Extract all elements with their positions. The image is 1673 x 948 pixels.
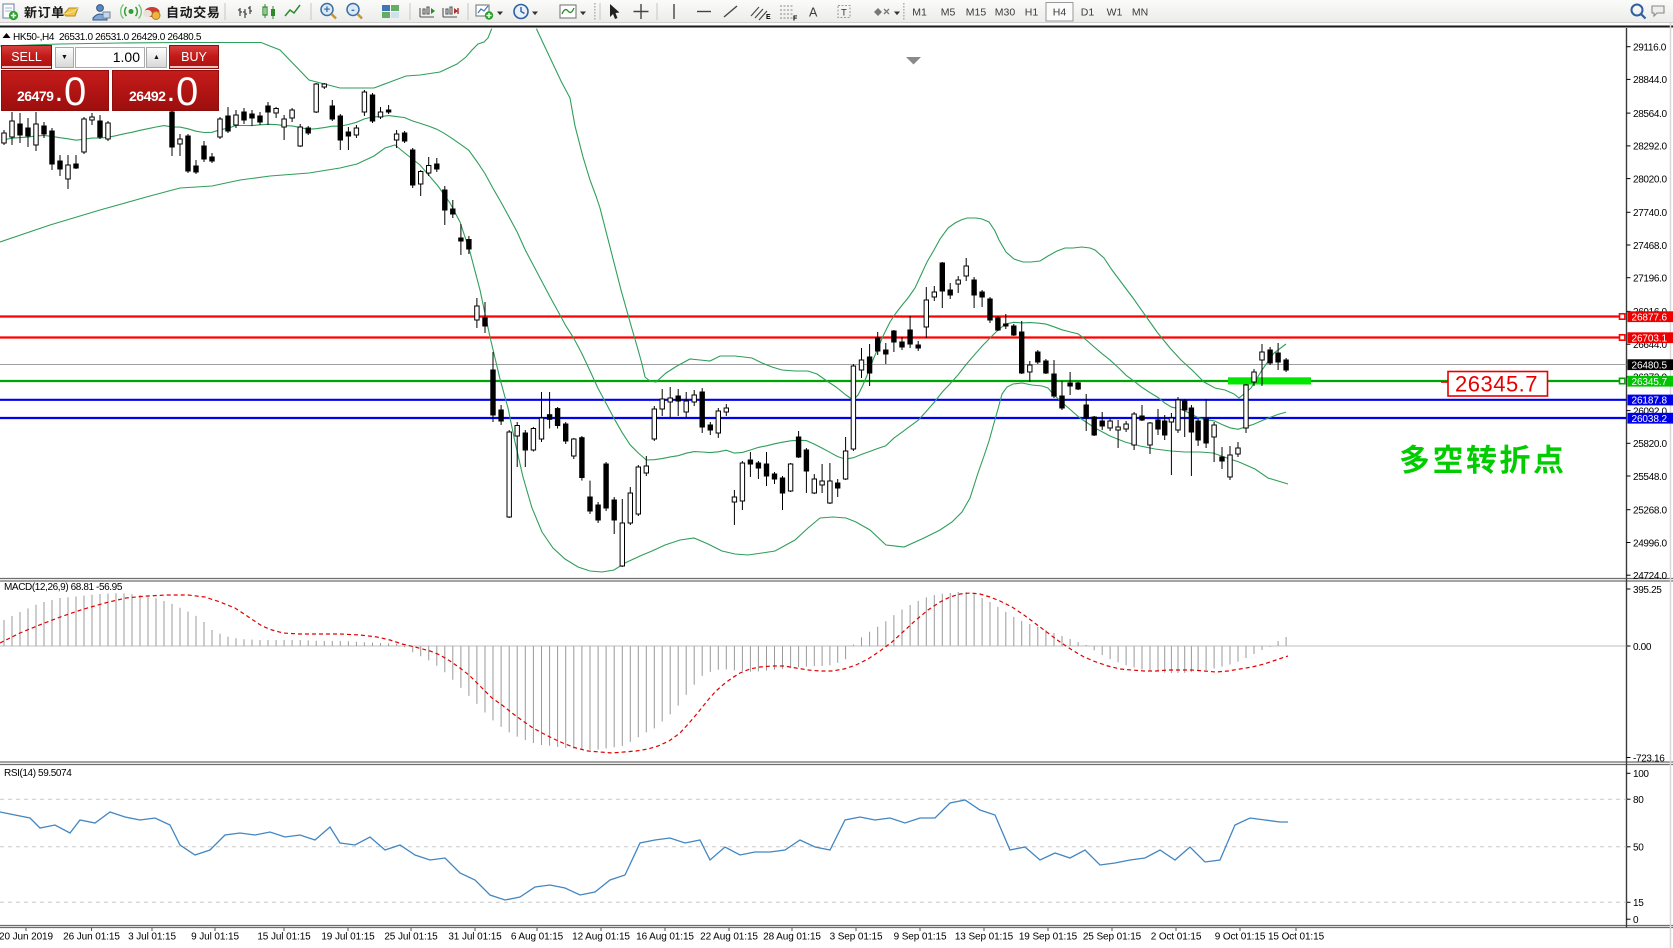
svg-text:31 Jul 01:15: 31 Jul 01:15 [448, 932, 502, 943]
svg-text:50: 50 [1633, 843, 1644, 854]
svg-text:25548.0: 25548.0 [1633, 472, 1667, 483]
svg-text:9 Oct 01:15: 9 Oct 01:15 [1215, 932, 1266, 943]
svg-text:26038.2: 26038.2 [1632, 414, 1668, 425]
svg-text:W1: W1 [1107, 7, 1123, 19]
svg-text:E: E [766, 14, 771, 21]
svg-text:19 Sep 01:15: 19 Sep 01:15 [1019, 932, 1078, 943]
svg-text:RSI(14) 59.5074: RSI(14) 59.5074 [4, 768, 72, 779]
svg-text:H4: H4 [1053, 7, 1067, 19]
svg-text:26345.7: 26345.7 [1455, 372, 1538, 397]
svg-text:28844.0: 28844.0 [1633, 75, 1667, 86]
svg-text:6 Aug 01:15: 6 Aug 01:15 [511, 932, 564, 943]
svg-text:28 Aug 01:15: 28 Aug 01:15 [763, 932, 821, 943]
svg-text:9 Sep 01:15: 9 Sep 01:15 [894, 932, 947, 943]
svg-text:12 Aug 01:15: 12 Aug 01:15 [572, 932, 630, 943]
svg-text:MACD(12,26,9) 68.81 -56.95: MACD(12,26,9) 68.81 -56.95 [4, 582, 123, 593]
svg-text:15 Jul 01:15: 15 Jul 01:15 [257, 932, 311, 943]
svg-text:M30: M30 [995, 7, 1016, 19]
svg-text:+: + [324, 4, 330, 16]
svg-text:26877.6: 26877.6 [1632, 312, 1668, 323]
svg-text:80: 80 [1633, 795, 1644, 806]
svg-text:25820.0: 25820.0 [1633, 439, 1667, 450]
svg-text:A: A [809, 6, 818, 20]
svg-text:9 Jul 01:15: 9 Jul 01:15 [191, 932, 239, 943]
svg-text:15 Oct 01:15: 15 Oct 01:15 [1268, 932, 1325, 943]
svg-text:27468.0: 27468.0 [1633, 241, 1667, 252]
svg-text:F: F [793, 16, 798, 23]
svg-text:26345.7: 26345.7 [1632, 377, 1668, 388]
svg-text:26480.5: 26480.5 [1632, 360, 1668, 371]
svg-text:0.00: 0.00 [1633, 642, 1652, 653]
svg-text:28292.0: 28292.0 [1633, 142, 1667, 153]
svg-text:D1: D1 [1081, 7, 1095, 19]
svg-text:M1: M1 [912, 7, 927, 19]
svg-text:26092.0: 26092.0 [1633, 406, 1667, 417]
svg-text:13 Sep 01:15: 13 Sep 01:15 [955, 932, 1014, 943]
svg-text:395.25: 395.25 [1633, 585, 1662, 596]
svg-text:-723.16: -723.16 [1633, 753, 1665, 764]
svg-text:T: T [841, 8, 847, 19]
svg-text:20 Jun 2019: 20 Jun 2019 [0, 932, 54, 943]
svg-text:27740.0: 27740.0 [1633, 208, 1667, 219]
svg-text:0: 0 [1633, 915, 1639, 926]
svg-text:25 Sep 01:15: 25 Sep 01:15 [1083, 932, 1142, 943]
svg-text:28564.0: 28564.0 [1633, 109, 1667, 120]
svg-text:-: - [351, 4, 355, 16]
svg-text:16 Aug 01:15: 16 Aug 01:15 [636, 932, 694, 943]
svg-text:15: 15 [1633, 898, 1644, 909]
svg-text:3 Jul 01:15: 3 Jul 01:15 [128, 932, 176, 943]
svg-text:MN: MN [1132, 7, 1148, 19]
svg-text:100: 100 [1633, 769, 1649, 780]
svg-text:26644.0: 26644.0 [1633, 340, 1667, 351]
svg-text:M15: M15 [966, 7, 987, 19]
svg-text:26703.1: 26703.1 [1632, 333, 1668, 344]
svg-text:19 Jul 01:15: 19 Jul 01:15 [321, 932, 375, 943]
svg-text:29116.0: 29116.0 [1633, 43, 1667, 54]
svg-text:24996.0: 24996.0 [1633, 538, 1667, 549]
svg-text:3 Sep 01:15: 3 Sep 01:15 [830, 932, 883, 943]
svg-text:26187.8: 26187.8 [1632, 396, 1668, 407]
svg-text:M5: M5 [941, 7, 956, 19]
svg-text:2 Oct 01:15: 2 Oct 01:15 [1151, 932, 1202, 943]
svg-text:25 Jul 01:15: 25 Jul 01:15 [384, 932, 438, 943]
svg-text:22 Aug 01:15: 22 Aug 01:15 [700, 932, 758, 943]
svg-text:24724.0: 24724.0 [1633, 571, 1667, 582]
svg-text:27196.0: 27196.0 [1633, 274, 1667, 285]
svg-text:28020.0: 28020.0 [1633, 174, 1667, 185]
svg-text:HK50-,H4 26531.0 26531.0 2642: HK50-,H4 26531.0 26531.0 26429.0 26480.5 [13, 32, 202, 43]
svg-text:25268.0: 25268.0 [1633, 506, 1667, 517]
svg-text:H1: H1 [1025, 7, 1039, 19]
svg-text:26 Jun 01:15: 26 Jun 01:15 [63, 932, 120, 943]
